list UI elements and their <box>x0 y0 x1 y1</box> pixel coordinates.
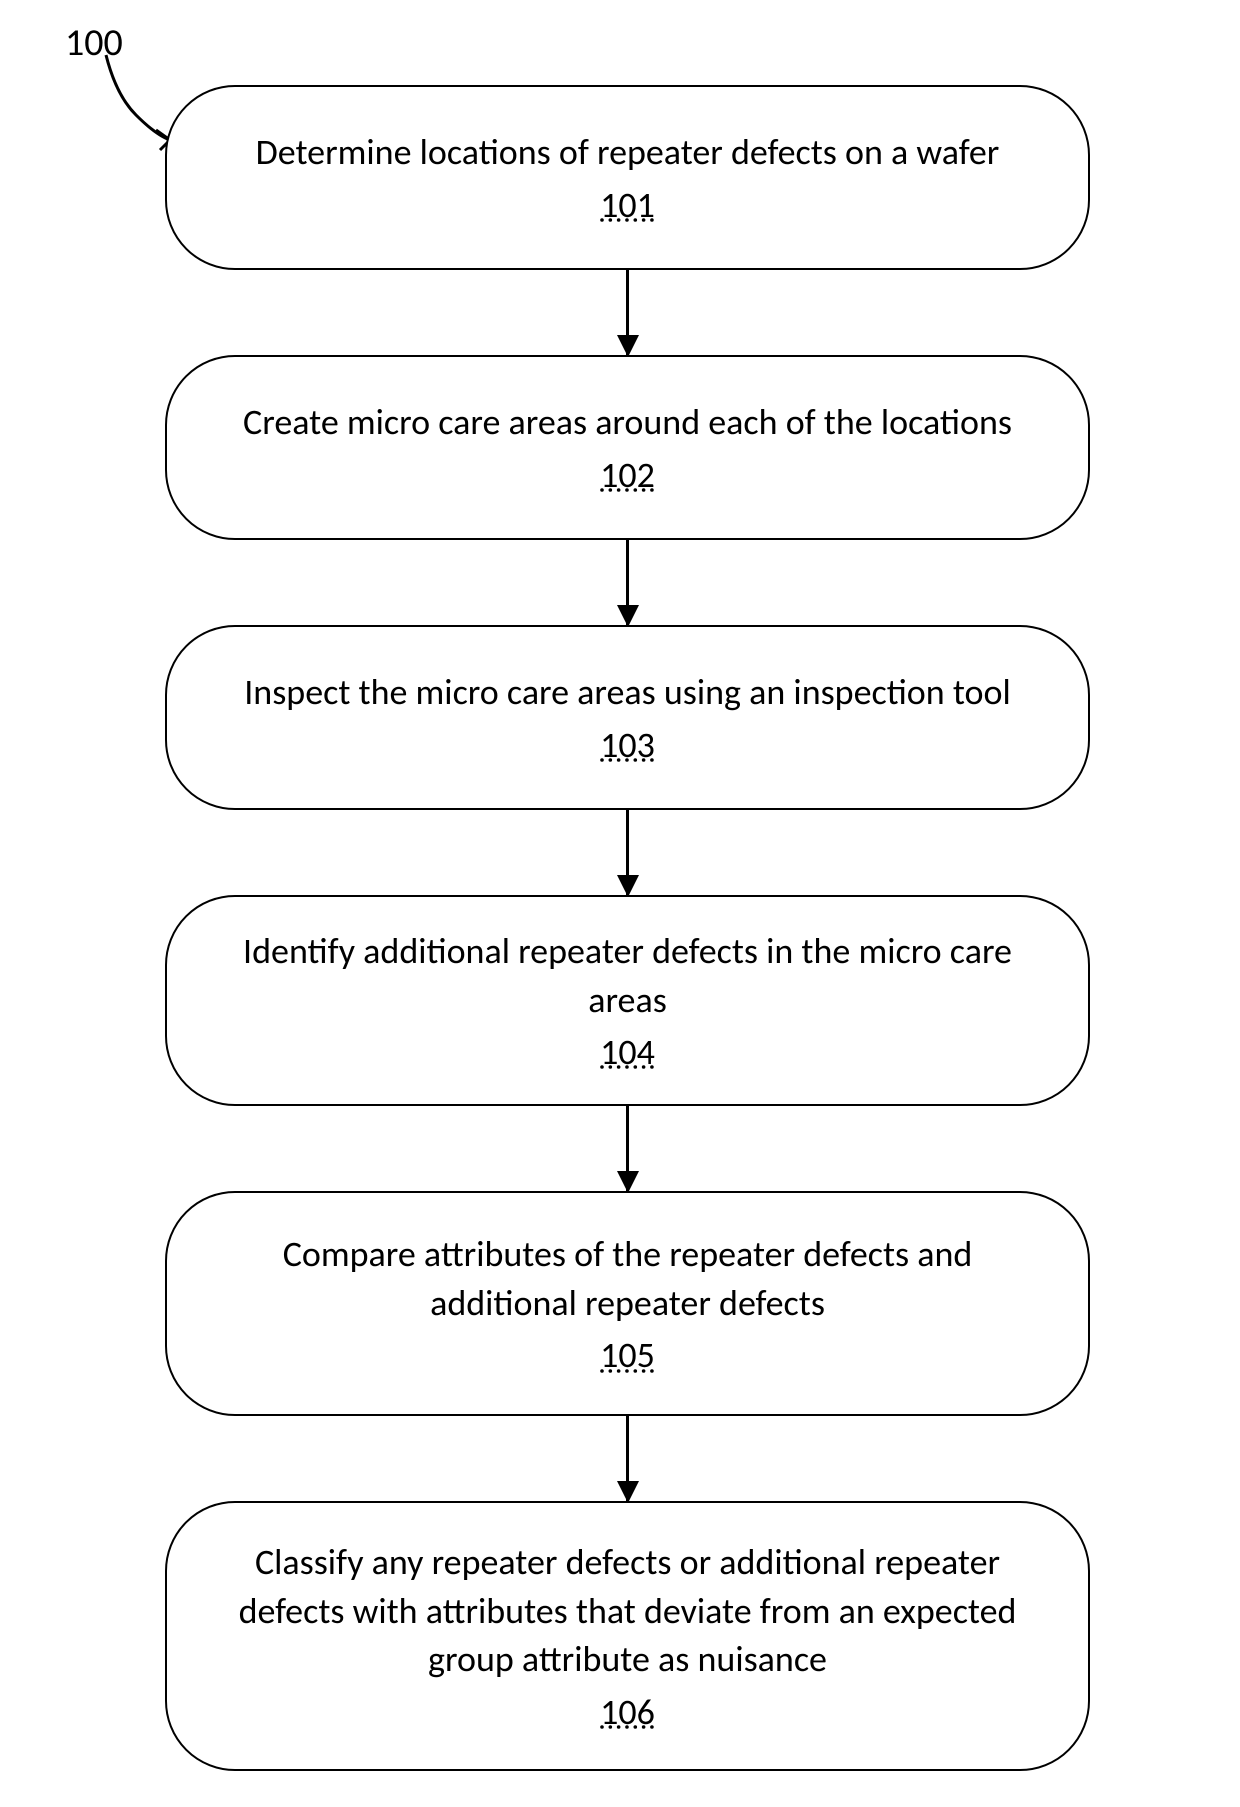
flow-node-102: Create micro care areas around each of t… <box>165 355 1090 540</box>
flow-node-text: Compare attributes of the repeater defec… <box>217 1230 1038 1327</box>
flow-arrow-icon <box>626 1106 629 1191</box>
flow-node-105: Compare attributes of the repeater defec… <box>165 1191 1090 1416</box>
flow-arrow-icon <box>626 540 629 625</box>
flow-node-106: Classify any repeater defects or additio… <box>165 1501 1090 1771</box>
flow-arrow-icon <box>626 810 629 895</box>
flow-arrow-icon <box>626 1416 629 1501</box>
flow-node-text: Classify any repeater defects or additio… <box>217 1538 1038 1684</box>
flow-node-text: Identify additional repeater defects in … <box>217 927 1038 1024</box>
flow-node-number: 106 <box>600 1690 655 1734</box>
flow-node-text: Inspect the micro care areas using an in… <box>244 668 1011 717</box>
flow-node-number: 103 <box>600 723 655 767</box>
flow-node-text: Determine locations of repeater defects … <box>256 128 1000 177</box>
flow-node-101: Determine locations of repeater defects … <box>165 85 1090 270</box>
flow-node-number: 101 <box>600 183 655 227</box>
flow-node-104: Identify additional repeater defects in … <box>165 895 1090 1106</box>
flowchart-container: Determine locations of repeater defects … <box>165 85 1090 1771</box>
flow-node-text: Create micro care areas around each of t… <box>243 398 1012 447</box>
flow-node-number: 102 <box>600 453 655 497</box>
flow-node-number: 105 <box>600 1333 655 1377</box>
flow-node-103: Inspect the micro care areas using an in… <box>165 625 1090 810</box>
flow-arrow-icon <box>626 270 629 355</box>
flow-node-number: 104 <box>600 1030 655 1074</box>
